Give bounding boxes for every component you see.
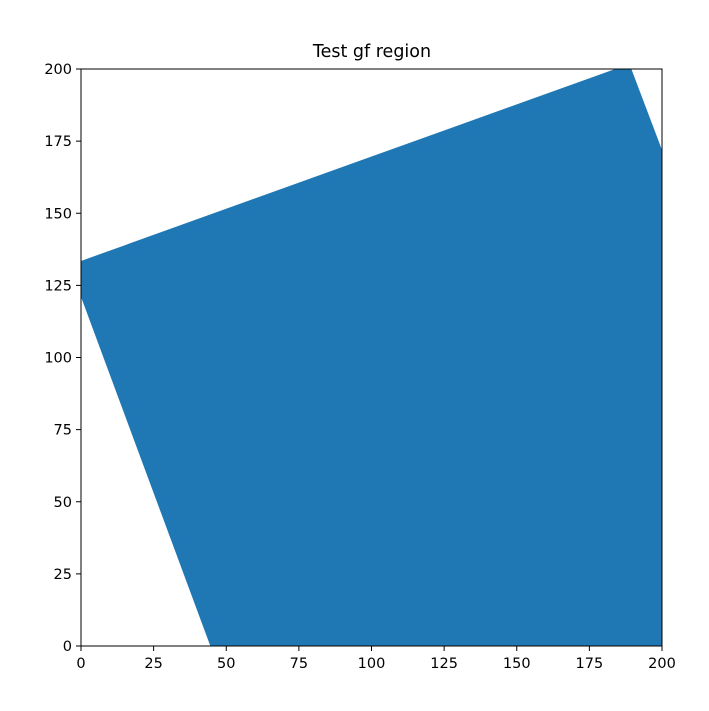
y-tick-label: 200 [44, 62, 72, 78]
x-tick-label: 25 [144, 656, 162, 672]
x-tick-label: 150 [503, 656, 531, 672]
y-tick-label: 100 [44, 351, 72, 367]
x-tick-label: 125 [430, 656, 458, 672]
chart-title: Test gf region [312, 42, 431, 62]
y-tick-label: 150 [44, 206, 72, 222]
plot-area [81, 69, 662, 646]
x-tick-label: 0 [76, 656, 85, 672]
y-tick-label: 0 [63, 639, 72, 655]
scatter-region-0 [81, 69, 662, 646]
x-axis: 0 25 50 75 100 125 150 175 200 [76, 646, 676, 672]
y-tick-label: 125 [44, 278, 72, 294]
x-tick-label: 175 [576, 656, 604, 672]
x-tick-label: 200 [648, 656, 676, 672]
x-tick-label: 50 [217, 656, 235, 672]
x-tick-label: 100 [358, 656, 386, 672]
x-tick-label: 75 [290, 656, 308, 672]
y-tick-label: 175 [44, 134, 72, 150]
y-tick-label: 50 [54, 495, 72, 511]
y-axis: 0 25 50 75 100 125 150 175 200 [44, 62, 81, 655]
y-tick-label: 75 [54, 423, 72, 439]
y-tick-label: 25 [54, 567, 72, 583]
